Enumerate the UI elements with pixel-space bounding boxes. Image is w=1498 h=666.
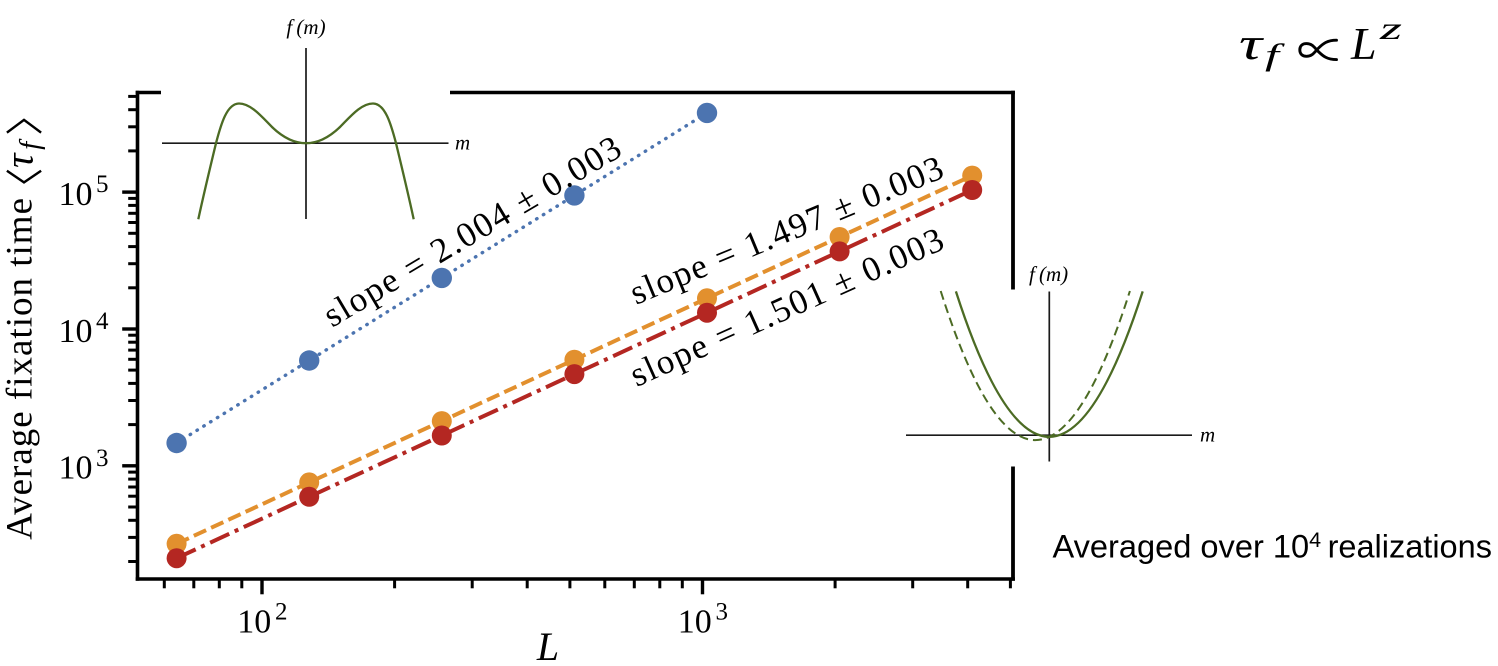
svg-text:10: 10 (59, 313, 93, 350)
svg-text:5: 5 (96, 171, 109, 198)
svg-text:10: 10 (678, 603, 712, 640)
svg-text:3: 3 (96, 445, 109, 472)
svg-text:f (m): f (m) (286, 15, 325, 39)
svg-text:10: 10 (237, 603, 271, 640)
svg-text:Averaged over 104 realizations: Averaged over 104 realizations (1053, 528, 1492, 565)
svg-text:L: L (1350, 18, 1377, 69)
svg-text:3: 3 (716, 599, 729, 626)
svg-text:2: 2 (275, 599, 288, 626)
svg-text:f: f (14, 138, 46, 150)
svg-text:f (m): f (m) (1029, 262, 1068, 286)
svg-text:m: m (455, 131, 470, 155)
svg-text:10: 10 (59, 176, 93, 213)
svg-text:z: z (1378, 10, 1403, 46)
svg-text:τ: τ (1239, 18, 1264, 69)
svg-text:4: 4 (96, 308, 109, 335)
svg-text:L: L (536, 624, 559, 666)
svg-text:f: f (1265, 37, 1286, 72)
svg-text:m: m (1200, 423, 1215, 447)
svg-text:τ: τ (0, 152, 42, 168)
svg-text:10: 10 (59, 450, 93, 487)
svg-text:Average fixation time: Average fixation time (0, 197, 41, 540)
